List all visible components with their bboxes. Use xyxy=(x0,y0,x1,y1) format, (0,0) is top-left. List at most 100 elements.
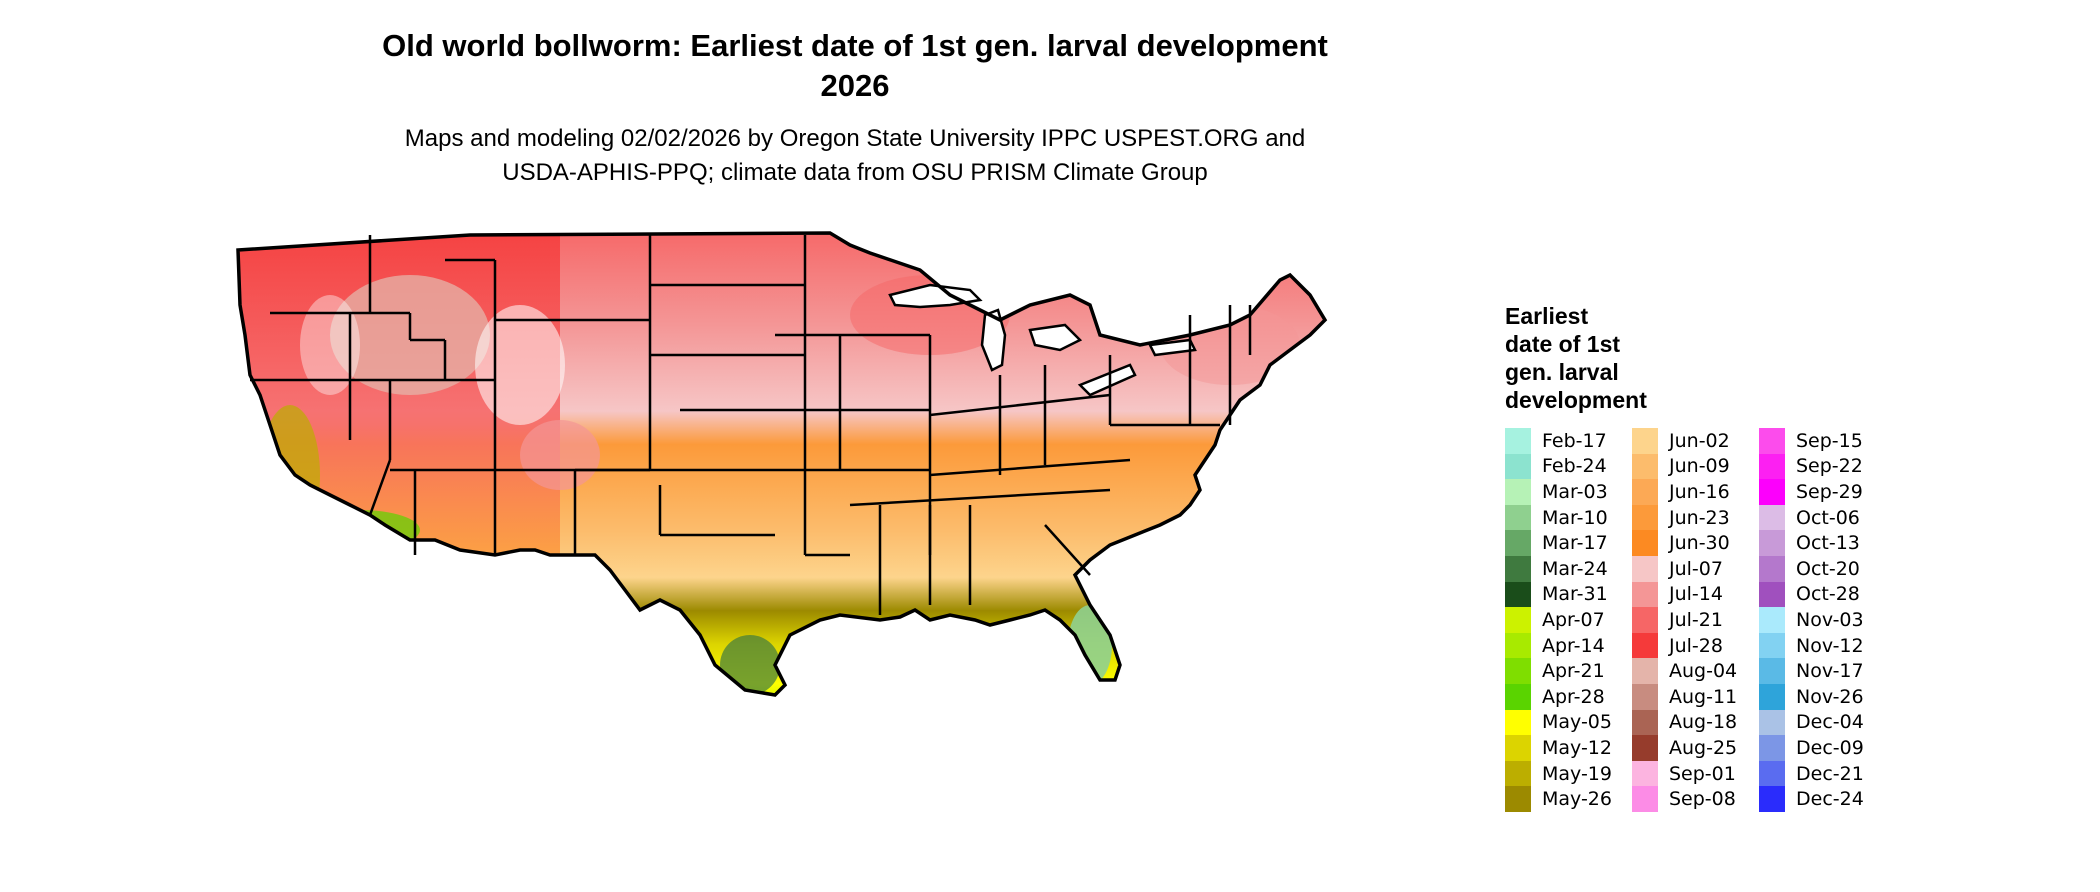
map-title-line-2: 2026 xyxy=(820,68,890,103)
legend-item: Mar-31 xyxy=(1505,581,1632,608)
legend-title-line-1: Earliest xyxy=(1505,303,1589,329)
legend-swatch xyxy=(1632,607,1658,633)
legend-item: Jun-23 xyxy=(1632,504,1759,531)
legend-label: Aug-04 xyxy=(1669,660,1738,683)
legend-swatch xyxy=(1759,632,1785,659)
legend-swatch xyxy=(1505,504,1531,531)
legend-swatch xyxy=(1632,479,1658,505)
legend-swatch xyxy=(1759,735,1785,761)
legend-swatch xyxy=(1632,530,1658,556)
legend-swatch xyxy=(1632,786,1658,812)
legend-swatch xyxy=(1505,760,1531,787)
map-title-line-1: Old world bollworm: Earliest date of 1st… xyxy=(382,28,1328,63)
legend-item: Nov-17 xyxy=(1759,658,1886,684)
legend-item: Mar-03 xyxy=(1505,479,1632,505)
legend-label: Sep-15 xyxy=(1796,429,1863,452)
legend-label: Oct-28 xyxy=(1796,583,1860,606)
legend-item: Feb-24 xyxy=(1505,453,1632,480)
legend-item: Jun-09 xyxy=(1632,453,1759,480)
legend-swatch xyxy=(1505,735,1531,761)
legend-swatch xyxy=(1632,428,1658,454)
legend-item: Sep-01 xyxy=(1632,760,1759,787)
legend-column: Jun-02 Jun-09 Jun-16 Jun-23 Jun-30 Jul-07 Jul-… xyxy=(1632,428,1759,812)
legend-columns: Feb-17 Feb-24 Mar-03 Mar-10 Mar-17 Mar-24 Mar-… xyxy=(1505,428,1945,812)
us-map-svg xyxy=(236,231,1327,697)
legend-item: May-19 xyxy=(1505,760,1632,787)
legend-swatch xyxy=(1759,453,1785,480)
legend-label: Jul-14 xyxy=(1669,583,1723,606)
legend-swatch xyxy=(1759,555,1785,582)
legend-label: Mar-10 xyxy=(1542,506,1608,529)
legend-label: Feb-17 xyxy=(1542,429,1607,452)
legend-label: Jul-07 xyxy=(1669,557,1723,580)
map-subtitle: Maps and modeling 02/02/2026 by Oregon S… xyxy=(0,122,1710,190)
legend-item: Aug-04 xyxy=(1632,658,1759,684)
legend-swatch xyxy=(1632,683,1658,710)
legend-swatch xyxy=(1505,658,1531,684)
legend-label: May-19 xyxy=(1542,762,1612,785)
legend-label: Oct-20 xyxy=(1796,557,1860,580)
legend-item: Jun-30 xyxy=(1632,530,1759,556)
legend-item: Apr-21 xyxy=(1505,658,1632,684)
legend-swatch xyxy=(1505,607,1531,633)
legend-swatch xyxy=(1759,760,1785,787)
legend-swatch xyxy=(1632,632,1658,659)
map-subtitle-line-2: USDA-APHIS-PPQ; climate data from OSU PR… xyxy=(502,159,1208,186)
legend-item: Mar-17 xyxy=(1505,530,1632,556)
legend-swatch xyxy=(1505,555,1531,582)
legend-item: Apr-07 xyxy=(1505,607,1632,633)
legend-column: Feb-17 Feb-24 Mar-03 Mar-10 Mar-17 Mar-24 Mar-… xyxy=(1505,428,1632,812)
legend-swatch xyxy=(1505,530,1531,556)
legend-item: Mar-10 xyxy=(1505,504,1632,531)
legend-swatch xyxy=(1505,479,1531,505)
legend-swatch xyxy=(1632,760,1658,787)
legend-item: May-12 xyxy=(1505,735,1632,761)
legend-item: Jul-21 xyxy=(1632,607,1759,633)
legend-swatch xyxy=(1759,504,1785,531)
legend-label: Nov-12 xyxy=(1796,634,1864,657)
legend-item: Dec-21 xyxy=(1759,760,1886,787)
legend-label: May-26 xyxy=(1542,788,1612,811)
legend-item: Nov-03 xyxy=(1759,607,1886,633)
legend-title-line-4: development xyxy=(1505,387,1647,413)
legend-label: Aug-25 xyxy=(1669,736,1738,759)
legend-label: Mar-03 xyxy=(1542,480,1608,503)
legend-title-line-2: date of 1st xyxy=(1505,331,1621,357)
legend-label: Nov-03 xyxy=(1796,608,1864,631)
legend-label: Oct-06 xyxy=(1796,506,1860,529)
legend-title: Earliest date of 1st gen. larval develop… xyxy=(1505,302,1945,414)
legend-item: Dec-24 xyxy=(1759,786,1886,812)
legend-item: Oct-20 xyxy=(1759,555,1886,582)
legend-swatch xyxy=(1505,632,1531,659)
legend-label: Sep-01 xyxy=(1669,762,1736,785)
legend-item: May-05 xyxy=(1505,709,1632,736)
legend-swatch xyxy=(1759,683,1785,710)
map-title: Old world bollworm: Earliest date of 1st… xyxy=(0,26,1710,106)
legend-label: Aug-18 xyxy=(1669,711,1738,734)
legend-label: Dec-09 xyxy=(1796,736,1864,759)
legend-item: Sep-29 xyxy=(1759,479,1886,505)
legend-label: Nov-26 xyxy=(1796,685,1864,708)
legend-item: Nov-12 xyxy=(1759,632,1886,659)
legend-label: Jun-23 xyxy=(1669,506,1730,529)
legend-item: Dec-04 xyxy=(1759,709,1886,736)
legend-swatch xyxy=(1759,479,1785,505)
legend-item: Aug-11 xyxy=(1632,683,1759,710)
legend-item: Sep-15 xyxy=(1759,428,1886,454)
legend-label: Aug-11 xyxy=(1669,685,1738,708)
legend-swatch xyxy=(1632,581,1658,608)
legend-label: Apr-07 xyxy=(1542,608,1605,631)
legend-label: Sep-29 xyxy=(1796,480,1863,503)
legend-swatch xyxy=(1632,555,1658,582)
map-fill xyxy=(238,233,1325,695)
legend-swatch xyxy=(1759,709,1785,736)
legend-item: Sep-22 xyxy=(1759,453,1886,480)
legend-swatch xyxy=(1632,453,1658,480)
legend-item: Aug-25 xyxy=(1632,735,1759,761)
legend-label: Jul-21 xyxy=(1669,608,1723,631)
legend-swatch xyxy=(1505,428,1531,454)
legend-swatch xyxy=(1759,581,1785,608)
map-subtitle-line-1: Maps and modeling 02/02/2026 by Oregon S… xyxy=(404,125,1306,152)
legend-label: Mar-24 xyxy=(1542,557,1608,580)
legend-item: Nov-26 xyxy=(1759,683,1886,710)
